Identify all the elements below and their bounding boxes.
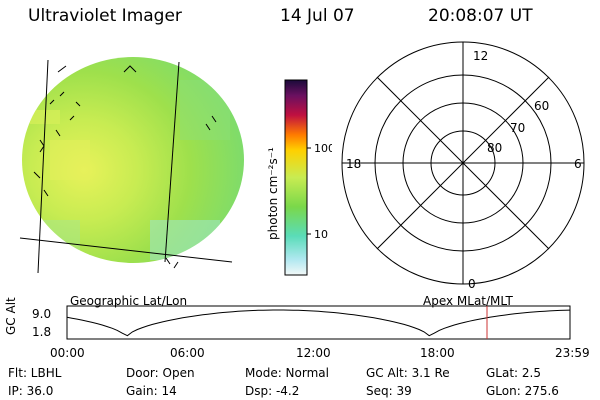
time-tick-0000: 00:00 (50, 346, 85, 360)
colorbar-scale (284, 79, 308, 276)
gc-alt-tick-low: 1.8 (32, 325, 52, 339)
gain-status: Gain: 14 (126, 384, 177, 398)
dsp-status: Dsp: -4.2 (245, 384, 300, 398)
uv-disk (22, 57, 244, 263)
polar-plot: 12 18 6 0 60 70 80 (341, 41, 585, 291)
mlt-label-6: 6 (574, 157, 582, 171)
seq-status: Seq: 39 (366, 384, 412, 398)
mode-status: Mode: Normal (245, 366, 329, 380)
colorbar: 100 10 photon cm⁻²s⁻¹ (266, 79, 332, 276)
time-tick-1200: 12:00 (296, 346, 331, 360)
mlat-label-80: 80 (487, 141, 502, 155)
gc-alt-tick-high: 9.0 (32, 307, 52, 321)
colorbar-label-10: 10 (314, 228, 328, 241)
altitude-timeline (66, 305, 571, 340)
colorbar-label-100: 100 (314, 142, 332, 155)
header-date: 14 Jul 07 (280, 6, 355, 26)
glat-status: GLat: 2.5 (486, 366, 541, 380)
gc-alt-status: GC Alt: 3.1 Re (366, 366, 450, 380)
ip-status: IP: 36.0 (8, 384, 54, 398)
mlt-label-12: 12 (473, 49, 488, 63)
altitude-curve (66, 309, 571, 337)
timeline-frame (66, 305, 571, 340)
header-time: 20:08:07 UT (428, 6, 533, 26)
apex-caption: Apex MLat/MLT (423, 294, 513, 308)
geo-meridian-right (164, 61, 180, 263)
instrument-title: Ultraviolet Imager (28, 6, 182, 26)
geographic-caption: Geographic Lat/Lon (70, 294, 188, 308)
mlat-label-70: 70 (510, 121, 525, 135)
mlt-label-0: 0 (468, 277, 476, 291)
time-tick-1800: 18:00 (420, 346, 455, 360)
mlt-label-18: 18 (346, 157, 361, 171)
coastline-fragments (33, 65, 217, 269)
time-tick-2359: 23:59 (555, 346, 590, 360)
filter-status: Flt: LBHL (8, 366, 62, 380)
polar-diagonal-2 (376, 76, 550, 250)
glon-status: GLon: 275.6 (486, 384, 559, 398)
mlat-label-60: 60 (534, 99, 549, 113)
geo-parallel (19, 237, 233, 263)
uv-image-panel (19, 57, 244, 274)
geo-meridian-left (37, 59, 49, 274)
time-tick-0600: 06:00 (170, 346, 205, 360)
colorbar-unit-label: photon cm⁻²s⁻¹ (266, 147, 280, 240)
door-status: Door: Open (126, 366, 195, 380)
